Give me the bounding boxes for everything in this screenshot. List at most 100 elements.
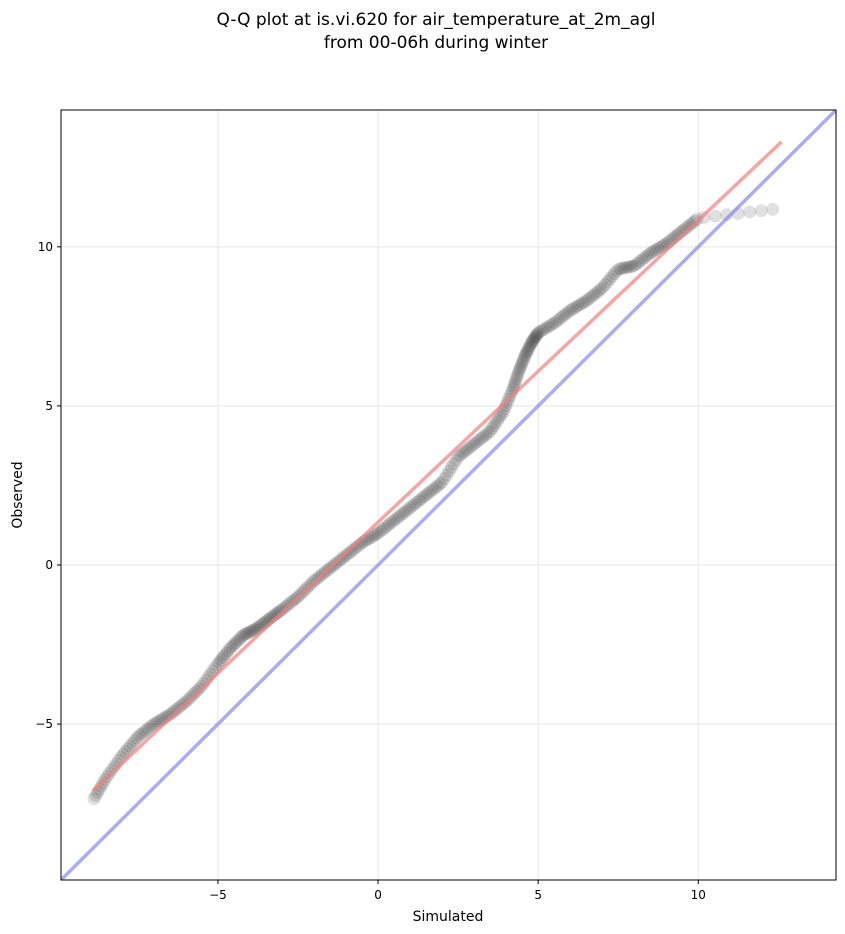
quantile-point <box>105 763 119 777</box>
quantile-point <box>628 258 642 272</box>
quantile-point <box>635 253 649 267</box>
quantile-point <box>523 339 537 353</box>
quantile-point <box>529 330 543 343</box>
quantile-point <box>688 214 702 228</box>
quantile-point <box>134 727 148 741</box>
quantile-point <box>516 354 530 368</box>
quantile-point <box>242 626 256 640</box>
quantile-point <box>236 628 250 642</box>
quantile-point <box>141 721 155 735</box>
quantile-point <box>412 493 426 507</box>
quantile-point <box>603 272 617 286</box>
y-axis-label: Observed <box>10 461 26 528</box>
quantile-point <box>524 337 538 351</box>
quantile-point <box>509 372 523 386</box>
quantile-point <box>483 424 497 438</box>
quantile-point <box>550 314 564 328</box>
quantile-point <box>649 243 663 257</box>
quantile-point <box>489 416 503 430</box>
quantile-point <box>196 677 210 691</box>
quantile-point <box>518 350 532 364</box>
quantile-point <box>519 348 533 362</box>
quantile-point <box>366 529 380 543</box>
x-tick-label: −5 <box>209 888 227 902</box>
quantile-point <box>499 398 513 412</box>
quantile-point <box>389 512 403 526</box>
quantile-point <box>582 292 596 306</box>
quantile-point <box>633 255 647 269</box>
quantile-point <box>539 321 553 335</box>
quantile-point <box>512 364 526 378</box>
quantile-point <box>403 501 417 515</box>
quantile-point <box>587 288 601 302</box>
quantile-point <box>339 549 353 563</box>
quantile-point <box>621 260 635 274</box>
x-tick-label: 0 <box>374 888 382 902</box>
quantile-point <box>247 623 261 637</box>
quantile-point <box>527 332 541 346</box>
quantile-point <box>431 479 445 493</box>
quantile-point <box>424 484 438 498</box>
quantile-point <box>493 410 506 424</box>
quantile-point <box>451 450 465 464</box>
quantile-point <box>485 421 499 435</box>
quantile-point <box>467 437 481 451</box>
quantile-point <box>479 428 493 442</box>
quantile-point <box>240 626 254 640</box>
quantile-point <box>392 510 406 524</box>
quantile-point <box>754 204 768 218</box>
quantile-point <box>137 725 151 739</box>
quantile-point <box>405 499 419 513</box>
quantile-point <box>626 259 640 273</box>
quantile-point <box>607 267 621 281</box>
quantile-point <box>530 328 544 342</box>
quantile-point <box>552 312 566 326</box>
quantile-point <box>216 651 230 665</box>
quantile-point <box>530 327 544 341</box>
quantile-point <box>125 736 139 750</box>
quantile-point <box>571 299 585 313</box>
quantile-point <box>227 638 241 652</box>
quantile-point <box>557 308 571 322</box>
quantile-point <box>642 247 656 261</box>
quantile-point <box>589 286 603 300</box>
quantile-point <box>94 779 108 793</box>
points-layer <box>87 202 780 806</box>
quantile-point <box>646 244 660 258</box>
quantile-point <box>528 331 542 345</box>
quantile-point <box>378 521 392 535</box>
quantile-point <box>148 716 162 730</box>
quantile-point <box>766 202 780 216</box>
quantile-point <box>223 641 237 655</box>
quantile-point <box>520 344 534 358</box>
quantile-point <box>596 280 610 294</box>
quantile-point <box>426 483 440 497</box>
quantile-point <box>343 545 357 559</box>
quantile-point <box>487 419 501 433</box>
y-tick-label: −5 <box>35 717 53 731</box>
quantile-point <box>273 604 287 618</box>
quantile-point <box>474 431 488 445</box>
quantile-point <box>419 488 433 502</box>
quantile-point <box>591 284 605 298</box>
quantile-point <box>513 361 527 375</box>
quantile-point <box>686 216 699 230</box>
quantile-point <box>546 317 559 331</box>
quantile-point <box>232 632 246 646</box>
quantile-point <box>575 296 589 310</box>
quantile-point <box>515 357 529 371</box>
x-tick-label: 10 <box>691 888 706 902</box>
quantile-point <box>568 300 582 314</box>
quantile-point <box>243 625 257 639</box>
quantile-point <box>417 490 431 504</box>
quantile-point <box>277 601 291 615</box>
chart-title-line-2: from 00-06h during winter <box>324 33 548 53</box>
quantile-point <box>382 517 396 531</box>
quantile-point <box>234 630 248 644</box>
quantile-point <box>619 261 633 275</box>
quantile-point <box>526 334 540 348</box>
quantile-point <box>132 729 146 743</box>
quantile-point <box>630 256 644 270</box>
quantile-point <box>380 519 394 533</box>
quantile-point <box>394 508 408 522</box>
